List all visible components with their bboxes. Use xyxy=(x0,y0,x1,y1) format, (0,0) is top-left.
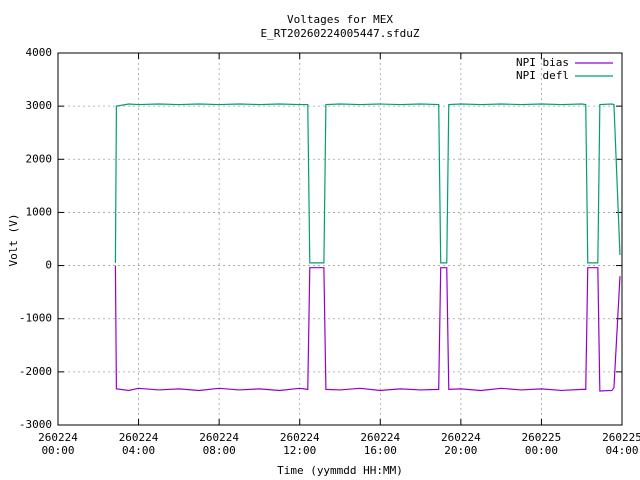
y-tick-label: 3000 xyxy=(26,99,53,112)
x-tick-label: 00:00 xyxy=(41,444,74,457)
y-tick-label: -2000 xyxy=(19,365,52,378)
y-tick-label: 0 xyxy=(45,259,52,272)
x-tick-label: 260224 xyxy=(199,431,239,444)
series-line xyxy=(114,103,621,264)
chart-title: Voltages for MEX xyxy=(287,13,393,26)
y-tick-label: -3000 xyxy=(19,418,52,431)
series-line xyxy=(114,265,621,392)
x-tick-label: 260225 xyxy=(602,431,640,444)
x-tick-label: 260224 xyxy=(38,431,78,444)
x-tick-label: 260225 xyxy=(522,431,562,444)
x-tick-label: 08:00 xyxy=(203,444,236,457)
y-tick-label: 4000 xyxy=(26,46,53,59)
x-tick-label: 20:00 xyxy=(444,444,477,457)
legend-label: NPI bias xyxy=(516,56,569,69)
legend-label: NPI defl xyxy=(516,69,569,82)
y-tick-label: 2000 xyxy=(26,152,53,165)
x-tick-label: 260224 xyxy=(119,431,159,444)
y-tick-label: 1000 xyxy=(26,205,53,218)
x-tick-label: 04:00 xyxy=(605,444,638,457)
chart-subtitle: E_RT20260224005447.sfduZ xyxy=(261,27,420,40)
x-axis-label: Time (yymmdd HH:MM) xyxy=(277,464,403,477)
y-axis-label: Volt (V) xyxy=(7,214,20,267)
x-tick-label: 260224 xyxy=(280,431,320,444)
x-tick-label: 00:00 xyxy=(525,444,558,457)
y-tick-label: -1000 xyxy=(19,312,52,325)
plot-border xyxy=(57,52,623,426)
x-tick-label: 260224 xyxy=(360,431,400,444)
x-tick-label: 16:00 xyxy=(364,444,397,457)
x-tick-label: 12:00 xyxy=(283,444,316,457)
x-tick-label: 260224 xyxy=(441,431,481,444)
x-tick-label: 04:00 xyxy=(122,444,155,457)
